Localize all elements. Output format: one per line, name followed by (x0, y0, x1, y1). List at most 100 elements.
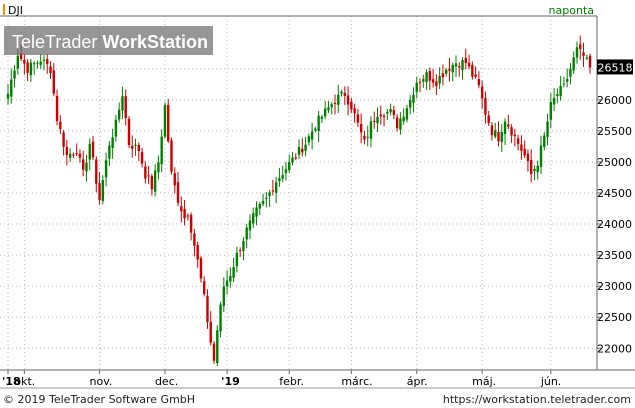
candle-body (268, 192, 271, 197)
candle-body (549, 102, 553, 120)
candle-body (487, 115, 490, 123)
source-url-link[interactable]: https://workstation.teletrader.com (443, 393, 631, 406)
candle-body (104, 160, 108, 178)
y-tick-label: 22500 (597, 311, 632, 324)
candle (59, 115, 62, 135)
y-tick-label: 24500 (597, 187, 632, 200)
candle-body (238, 250, 242, 252)
candle (193, 228, 196, 257)
candle-body (170, 140, 173, 172)
candle (500, 124, 503, 152)
candle-body (258, 203, 261, 209)
y-tick-label: 26000 (597, 94, 632, 107)
candle (552, 88, 556, 112)
candles (6, 35, 592, 367)
y-tick-label: 23000 (597, 280, 632, 293)
candle (163, 102, 167, 139)
candle (520, 135, 523, 160)
candle-body (203, 281, 206, 295)
candle-body (209, 321, 212, 343)
candle-body (235, 252, 239, 267)
candle (91, 136, 95, 161)
candle-body (448, 68, 451, 71)
candle-body (147, 175, 150, 177)
candle (425, 69, 428, 90)
candle-body (422, 79, 425, 82)
candle (382, 113, 386, 127)
candle-body (474, 74, 477, 77)
candle-body (471, 64, 474, 77)
candle-body (310, 131, 314, 140)
candle-body (284, 169, 288, 174)
candle (314, 126, 317, 133)
candle (366, 125, 369, 147)
candle (386, 108, 389, 120)
interval-label[interactable]: naponta (549, 4, 594, 17)
candle-body (395, 117, 399, 129)
x-tick-label: '18 (2, 375, 21, 388)
candle-body (569, 68, 572, 77)
candle-body (307, 136, 311, 143)
candle-body (356, 114, 360, 123)
candle-body (140, 152, 144, 164)
candle-body (536, 165, 539, 173)
candle (196, 241, 199, 268)
candle-body (144, 166, 147, 179)
candle-body (409, 99, 412, 108)
candle-body (153, 170, 157, 192)
candle (503, 118, 507, 145)
candle (409, 95, 412, 115)
candle (484, 91, 487, 124)
candle-body (301, 148, 304, 153)
candle (337, 84, 340, 113)
candle (232, 257, 235, 283)
candle (471, 61, 474, 80)
candle (199, 256, 203, 283)
candle (304, 136, 307, 157)
candle-body (117, 109, 121, 120)
candle-body (108, 145, 111, 159)
candle-body (565, 78, 569, 82)
candle (559, 76, 562, 101)
candle-body (261, 200, 265, 205)
candle-body (88, 143, 91, 160)
x-tick-label: nov. (90, 375, 113, 388)
candle-body (340, 91, 343, 94)
candle (49, 61, 52, 79)
candle-body (32, 63, 36, 65)
candle-body (543, 135, 546, 147)
candle (507, 114, 510, 130)
candle-body (255, 207, 258, 217)
candle (131, 135, 134, 158)
candle-body (412, 94, 415, 103)
candle-body (546, 121, 549, 137)
candle-body (516, 138, 520, 144)
candle-body (85, 162, 88, 172)
candle-body (297, 147, 301, 155)
candle (510, 124, 513, 143)
candle-body (68, 153, 72, 158)
candle-body (13, 70, 16, 79)
candle-body (180, 206, 183, 212)
candle (42, 55, 46, 71)
candle-body (127, 118, 131, 146)
candle-body (294, 157, 297, 159)
candle (346, 86, 350, 116)
candle (225, 270, 229, 295)
candle-body (490, 125, 494, 136)
candle (229, 267, 232, 288)
symbol-label[interactable]: DJI (8, 4, 23, 17)
candle (108, 141, 111, 167)
candle-body (281, 175, 284, 179)
candle (579, 35, 582, 60)
candle (441, 64, 445, 86)
candle (176, 172, 180, 207)
candle-body (477, 78, 481, 86)
candle (418, 78, 422, 93)
candle (209, 311, 212, 346)
candle (575, 41, 579, 64)
candle-body (101, 180, 105, 202)
candle (78, 149, 82, 163)
